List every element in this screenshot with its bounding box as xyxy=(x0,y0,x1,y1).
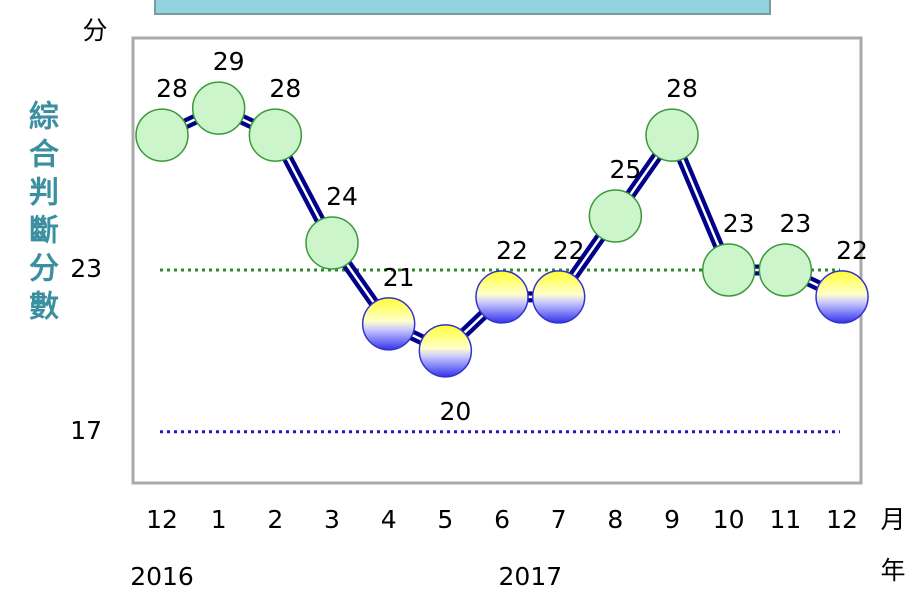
marker xyxy=(815,270,869,324)
marker xyxy=(588,189,643,243)
banner xyxy=(154,0,771,15)
y-tick-label: 23 xyxy=(70,254,102,283)
x-tick-label: 5 xyxy=(437,505,453,534)
data-label: 20 xyxy=(439,397,471,426)
data-label: 24 xyxy=(326,182,358,211)
x-group-unit: 年 xyxy=(880,556,905,585)
marker xyxy=(135,108,189,162)
data-label: 22 xyxy=(836,236,868,265)
marker xyxy=(191,81,246,135)
marker xyxy=(475,270,529,324)
x-tick-label: 2 xyxy=(267,505,283,534)
x-tick-label: 7 xyxy=(551,505,567,534)
data-label: 21 xyxy=(383,263,415,292)
x-tick-label: 6 xyxy=(494,505,510,534)
data-label: 23 xyxy=(723,209,755,238)
marker xyxy=(361,297,416,351)
x-tick-label: 9 xyxy=(664,505,680,534)
data-label: 29 xyxy=(213,47,245,76)
y-tick-label: 17 xyxy=(70,416,102,445)
x-tick-label: 11 xyxy=(769,505,801,534)
y-axis-label: 綜合判斷分數 xyxy=(23,100,58,328)
data-label: 22 xyxy=(496,236,528,265)
marker xyxy=(305,216,359,270)
data-label: 25 xyxy=(609,155,641,184)
x-group-label: 2017 xyxy=(499,562,563,590)
x-group-label: 2016 xyxy=(130,562,194,590)
data-label: 28 xyxy=(156,74,188,103)
data-label: 22 xyxy=(553,236,585,265)
marker xyxy=(418,324,473,378)
data-label: 23 xyxy=(779,209,811,238)
marker xyxy=(701,243,756,297)
x-tick-label: 1 xyxy=(211,505,227,534)
marker xyxy=(758,243,813,297)
x-tick-label: 3 xyxy=(324,505,340,534)
x-tick-label: 12 xyxy=(826,505,858,534)
marker xyxy=(531,270,586,324)
data-label: 28 xyxy=(269,74,301,103)
data-label: 28 xyxy=(666,74,698,103)
x-tick-label: 12 xyxy=(146,505,178,534)
marker xyxy=(248,108,303,162)
marker xyxy=(645,108,699,162)
x-tick-label: 4 xyxy=(381,505,397,534)
y-unit: 分 xyxy=(82,16,107,45)
x-unit: 月 xyxy=(880,505,905,534)
x-tick-label: 8 xyxy=(607,505,623,534)
x-tick-label: 10 xyxy=(713,505,745,534)
